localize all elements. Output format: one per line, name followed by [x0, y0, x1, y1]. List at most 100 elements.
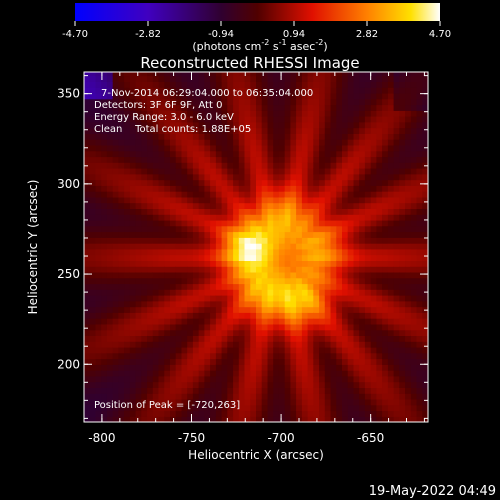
heatmap-cell	[336, 358, 343, 365]
heatmap-cell	[244, 416, 251, 422]
heatmap-cell	[187, 341, 194, 348]
heatmap-cell	[221, 231, 228, 238]
heatmap-cell	[256, 150, 263, 158]
heatmap-cell	[370, 139, 377, 146]
heatmap-cell	[416, 237, 423, 244]
heatmap-cell	[158, 214, 165, 221]
heatmap-cell	[238, 352, 246, 360]
heatmap-cell	[359, 92, 366, 100]
heatmap-cell	[405, 121, 412, 129]
heatmap-cell	[84, 312, 91, 319]
heatmap-cell	[244, 214, 251, 221]
heatmap-cell	[330, 179, 337, 186]
heatmap-cell	[330, 144, 337, 152]
heatmap-cell	[158, 370, 165, 377]
heatmap-cell	[233, 352, 240, 360]
heatmap-cell	[278, 398, 286, 406]
heatmap-cell	[164, 266, 171, 273]
heatmap-cell	[261, 231, 268, 238]
heatmap-cell	[101, 81, 108, 88]
heatmap-cell	[250, 191, 257, 198]
heatmap-cell	[129, 398, 137, 406]
heatmap-cell	[284, 72, 291, 77]
heatmap-cell	[353, 75, 360, 82]
heatmap-cell	[410, 300, 418, 308]
heatmap-cell	[204, 335, 211, 342]
heatmap-cell	[290, 260, 297, 267]
heatmap-cell	[147, 335, 154, 342]
heatmap-cell	[250, 185, 257, 192]
heatmap-cell	[273, 248, 280, 256]
heatmap-cell	[290, 173, 297, 181]
heatmap-cell	[290, 202, 297, 209]
heatmap-cell	[152, 398, 160, 406]
heatmap-cell	[158, 173, 165, 181]
heatmap-cell	[376, 87, 383, 94]
heatmap-cell	[382, 364, 389, 371]
heatmap-cell	[95, 341, 102, 348]
heatmap-cell	[181, 300, 188, 308]
heatmap-cell	[393, 237, 400, 244]
heatmap-cell	[330, 352, 337, 360]
heatmap-cell	[124, 381, 131, 388]
heatmap-cell	[181, 104, 188, 111]
heatmap-cell	[238, 260, 246, 267]
heatmap-cell	[221, 202, 228, 209]
heatmap-cell	[135, 375, 142, 383]
heatmap-cell	[112, 81, 119, 88]
heatmap-cell	[416, 243, 423, 250]
heatmap-cell	[342, 156, 349, 163]
heatmap-cell	[267, 150, 274, 158]
heatmap-cell	[261, 248, 268, 256]
heatmap-cell	[141, 289, 148, 296]
heatmap-cell	[267, 127, 274, 134]
heatmap-cell	[181, 312, 188, 319]
heatmap-cell	[175, 271, 182, 279]
heatmap-cell	[301, 335, 309, 342]
heatmap-cell	[192, 370, 200, 377]
heatmap-cell	[210, 150, 217, 158]
heatmap-cell	[227, 306, 234, 313]
heatmap-cell	[106, 306, 114, 313]
heatmap-cell	[181, 150, 188, 158]
heatmap-cell	[170, 289, 177, 296]
heatmap-cell	[416, 191, 423, 198]
heatmap-cell	[89, 202, 96, 209]
heatmap-cell	[313, 81, 320, 88]
heatmap-cell	[89, 352, 96, 360]
heatmap-cell	[278, 318, 286, 325]
heatmap-cell	[422, 150, 428, 158]
heatmap-cell	[204, 306, 211, 313]
heatmap-cell	[198, 237, 205, 244]
heatmap-cell	[359, 72, 366, 77]
heatmap-cell	[215, 243, 223, 250]
heatmap-cell	[290, 323, 297, 331]
heatmap-cell	[376, 237, 383, 244]
heatmap-cell	[422, 121, 428, 129]
heatmap-cell	[135, 133, 142, 140]
heatmap-cell	[198, 173, 205, 181]
heatmap-cell	[118, 87, 125, 94]
heatmap-cell	[261, 300, 268, 308]
heatmap-cell	[124, 156, 131, 163]
heatmap-cell	[278, 237, 286, 244]
heatmap-cell	[164, 162, 171, 169]
heatmap-cell	[336, 300, 343, 308]
heatmap-cell	[147, 92, 154, 100]
heatmap-cell	[336, 110, 343, 117]
heatmap-cell	[376, 312, 383, 319]
heatmap-cell	[135, 231, 142, 238]
heatmap-cell	[382, 329, 389, 336]
heatmap-cell	[301, 318, 309, 325]
heatmap-cell	[256, 335, 263, 342]
heatmap-cell	[164, 289, 171, 296]
heatmap-cell	[118, 416, 125, 422]
heatmap-cell	[284, 243, 291, 250]
heatmap-cell	[198, 266, 205, 273]
heatmap-cell	[187, 289, 194, 296]
heatmap-cell	[416, 104, 423, 111]
heatmap-cell	[382, 225, 389, 233]
heatmap-cell	[198, 208, 205, 215]
heatmap-cell	[170, 168, 177, 175]
heatmap-cell	[347, 127, 354, 134]
